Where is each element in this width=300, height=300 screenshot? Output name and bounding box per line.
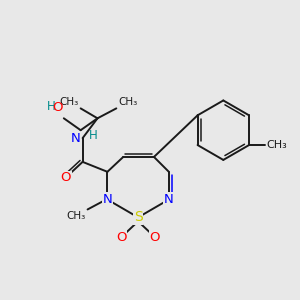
Text: O: O <box>61 171 71 184</box>
Text: CH₃: CH₃ <box>266 140 286 150</box>
Text: CH₃: CH₃ <box>118 98 137 107</box>
Text: O: O <box>116 231 127 244</box>
Text: N: N <box>164 193 174 206</box>
Text: O: O <box>52 101 63 114</box>
Text: CH₃: CH₃ <box>66 212 85 221</box>
Text: N: N <box>71 132 81 145</box>
Text: H: H <box>47 100 56 113</box>
Text: S: S <box>134 210 142 224</box>
Text: O: O <box>150 231 160 244</box>
Text: H: H <box>88 129 97 142</box>
Text: N: N <box>103 193 112 206</box>
Text: CH₃: CH₃ <box>59 98 79 107</box>
